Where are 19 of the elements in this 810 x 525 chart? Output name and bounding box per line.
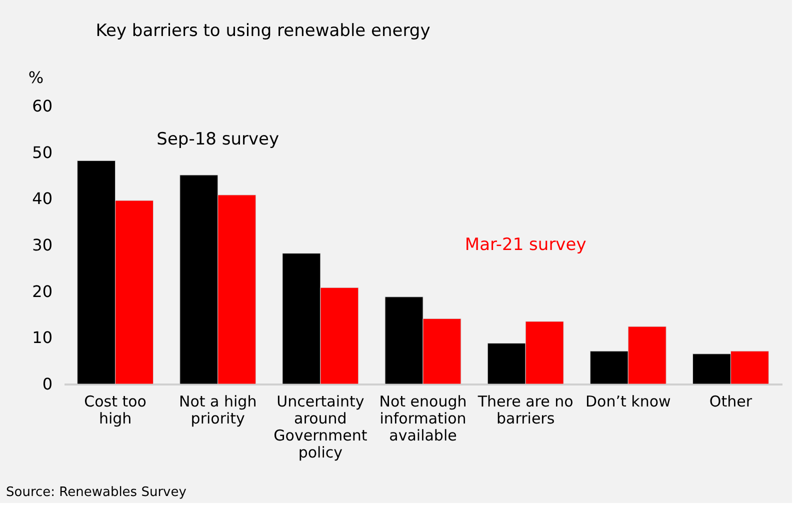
y-tick-label: 50 xyxy=(32,142,52,162)
y-tick-label: 60 xyxy=(32,96,52,116)
source-note: Source: Renewables Survey xyxy=(6,485,187,500)
x-tick-label: There are no barriers xyxy=(476,392,574,428)
y-tick-label: 40 xyxy=(32,189,52,208)
x-tick-label: Cost too high xyxy=(84,392,146,428)
x-tick-label: Other xyxy=(709,392,753,410)
chart-title: Key barriers to using renewable energy xyxy=(96,21,430,41)
y-tick-label: 30 xyxy=(32,236,52,254)
y-axis-title: % xyxy=(28,68,44,87)
y-tick-label: 0 xyxy=(42,374,52,394)
y-tick-label: 20 xyxy=(32,282,52,301)
text: Sep-18 survey xyxy=(156,129,280,150)
x-tick-label: Not enough information available xyxy=(379,392,467,444)
x-tick-label: Uncertainty around Government policy xyxy=(274,392,368,462)
x-tick-label: Don’t know xyxy=(585,392,671,410)
y-tick-label: 10 xyxy=(32,328,52,348)
text: Mar-21 survey xyxy=(464,235,586,255)
x-tick-label: Not a high priority xyxy=(179,392,257,428)
